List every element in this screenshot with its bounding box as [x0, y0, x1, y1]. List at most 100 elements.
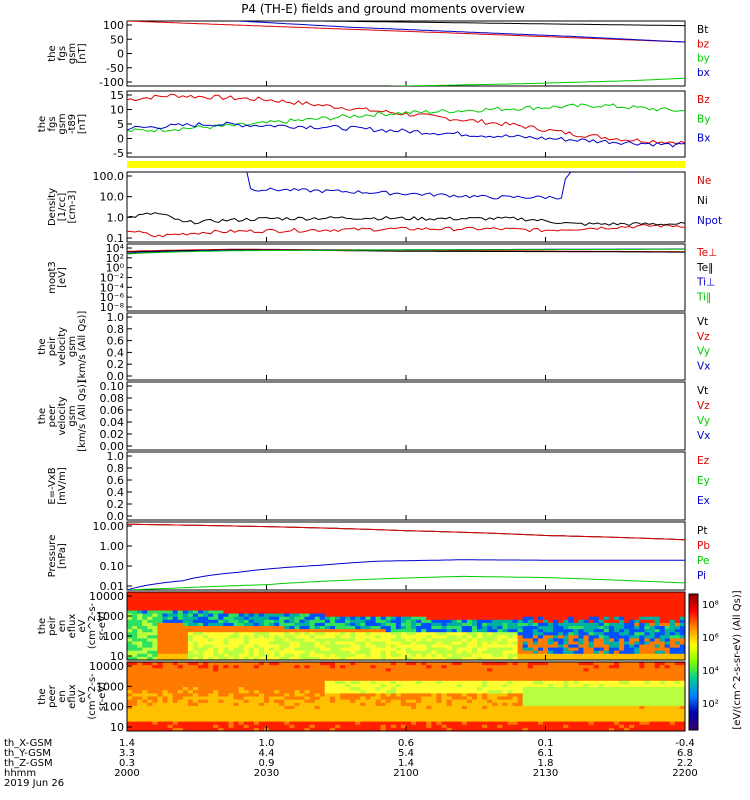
- spectrogram-cell: [350, 665, 356, 669]
- spectrogram-cell: [167, 677, 174, 682]
- spectrogram-cell: [294, 638, 301, 643]
- spectrogram-cell: [269, 724, 275, 729]
- spectrogram-cell: [253, 622, 260, 627]
- spectrogram-cell: [319, 677, 326, 682]
- spectrogram-cell: [365, 613, 372, 618]
- spectrogram-cell: [608, 635, 615, 639]
- spectrogram-cell: [446, 668, 453, 672]
- spectrogram-cell: [284, 674, 290, 679]
- spectrogram-cell: [659, 629, 666, 633]
- spectrogram-cell: [629, 622, 635, 627]
- spectrogram-cell: [563, 671, 569, 676]
- spectrogram-cell: [192, 674, 199, 679]
- spectrogram-cell: [198, 680, 204, 685]
- spectrogram-cell: [203, 680, 209, 685]
- spectrogram-cell: [634, 626, 640, 630]
- spectrogram-cell: [248, 677, 255, 682]
- spectrogram-cell: [324, 626, 331, 630]
- spectrogram-cell: [446, 653, 453, 658]
- spectrogram-cell: [431, 616, 438, 621]
- spectrogram-cell: [243, 724, 250, 729]
- spectrogram-cell: [492, 705, 498, 710]
- spectrogram-cell: [512, 626, 519, 630]
- spectrogram-cell: [375, 674, 382, 679]
- spectrogram-cell: [492, 687, 498, 691]
- spectrogram-cell: [619, 632, 625, 636]
- spectrogram-cell: [614, 690, 620, 694]
- spectrogram-cell: [390, 721, 397, 726]
- spectrogram-cell: [380, 693, 387, 698]
- spectrogram-cell: [299, 668, 306, 672]
- spectrogram-cell: [654, 598, 661, 602]
- spectrogram-cell: [421, 619, 427, 624]
- spectrogram-cell: [203, 715, 209, 719]
- spectrogram-cell: [284, 601, 290, 605]
- spectrogram-cell: [228, 687, 235, 691]
- spectrogram-cell: [127, 644, 133, 649]
- spectrogram-cell: [203, 718, 209, 723]
- spectrogram-cell: [583, 610, 590, 615]
- spectrogram-cell: [147, 656, 153, 660]
- spectrogram-cell: [294, 718, 301, 723]
- spectrogram-cell: [461, 687, 468, 691]
- spectrogram-cell: [238, 604, 245, 609]
- spectrogram-cell: [436, 656, 443, 660]
- spectrogram-cell: [274, 638, 280, 643]
- spectrogram-cell: [492, 662, 498, 666]
- spectrogram-cell: [431, 610, 438, 615]
- spectrogram-cell: [619, 674, 625, 679]
- spectrogram-cell: [527, 715, 534, 719]
- spectrogram-cell: [299, 715, 306, 719]
- spectrogram-cell: [674, 595, 681, 599]
- spectrogram-cell: [375, 712, 382, 716]
- spectrogram-cell: [243, 715, 250, 719]
- spectrogram-cell: [411, 650, 417, 655]
- spectrogram-cell: [279, 727, 285, 731]
- spectrogram-cell: [649, 626, 656, 630]
- spectrogram-cell: [527, 656, 534, 660]
- spectrogram-cell: [664, 619, 671, 624]
- spectrogram-cell: [406, 724, 412, 729]
- spectrogram-cell: [299, 677, 306, 682]
- spectrogram-cell: [537, 684, 544, 688]
- spectrogram-cell: [223, 705, 230, 710]
- spectrogram-cell: [335, 641, 341, 646]
- spectrogram-cell: [411, 724, 417, 729]
- spectrogram-cell: [162, 668, 169, 672]
- spectrogram-cell: [279, 598, 285, 602]
- spectrogram-cell: [548, 595, 554, 599]
- spectrogram-cell: [497, 619, 503, 624]
- spectrogram-cell: [345, 610, 351, 615]
- spectrogram-cell: [583, 727, 590, 731]
- spectrogram-cell: [375, 601, 382, 605]
- spectrogram-cell: [426, 677, 432, 682]
- spectrogram-cell: [614, 668, 620, 672]
- spectrogram-cell: [436, 619, 443, 624]
- spectrogram-cell: [477, 684, 483, 688]
- spectrogram-cell: [233, 699, 240, 704]
- spectrogram-cell: [132, 604, 138, 609]
- spectrogram-cell: [228, 693, 235, 698]
- spectrogram-cell: [284, 653, 290, 658]
- spectrogram-cell: [593, 727, 600, 731]
- spectrogram-cell: [436, 702, 443, 707]
- spectrogram-cell: [238, 715, 245, 719]
- spectrogram-cell: [446, 699, 453, 704]
- spectrogram-cell: [482, 598, 488, 602]
- spectrogram-cell: [527, 592, 534, 596]
- spectrogram-cell: [355, 668, 361, 672]
- spectrogram-cell: [411, 677, 417, 682]
- spectrogram-cell: [578, 687, 585, 691]
- spectrogram-cell: [629, 702, 635, 707]
- spectrogram-cell: [614, 647, 620, 652]
- spectrogram-cell: [238, 647, 245, 652]
- spectrogram-cell: [568, 687, 574, 691]
- spectrogram-cell: [624, 671, 630, 676]
- spectrogram-cell: [203, 592, 209, 596]
- spectrogram-cell: [238, 680, 245, 685]
- spectrogram-cell: [593, 687, 600, 691]
- spectrogram-cell: [172, 674, 179, 679]
- spectrogram-cell: [132, 709, 138, 713]
- spectrogram-cell: [527, 647, 534, 652]
- spectrogram-cell: [497, 607, 503, 612]
